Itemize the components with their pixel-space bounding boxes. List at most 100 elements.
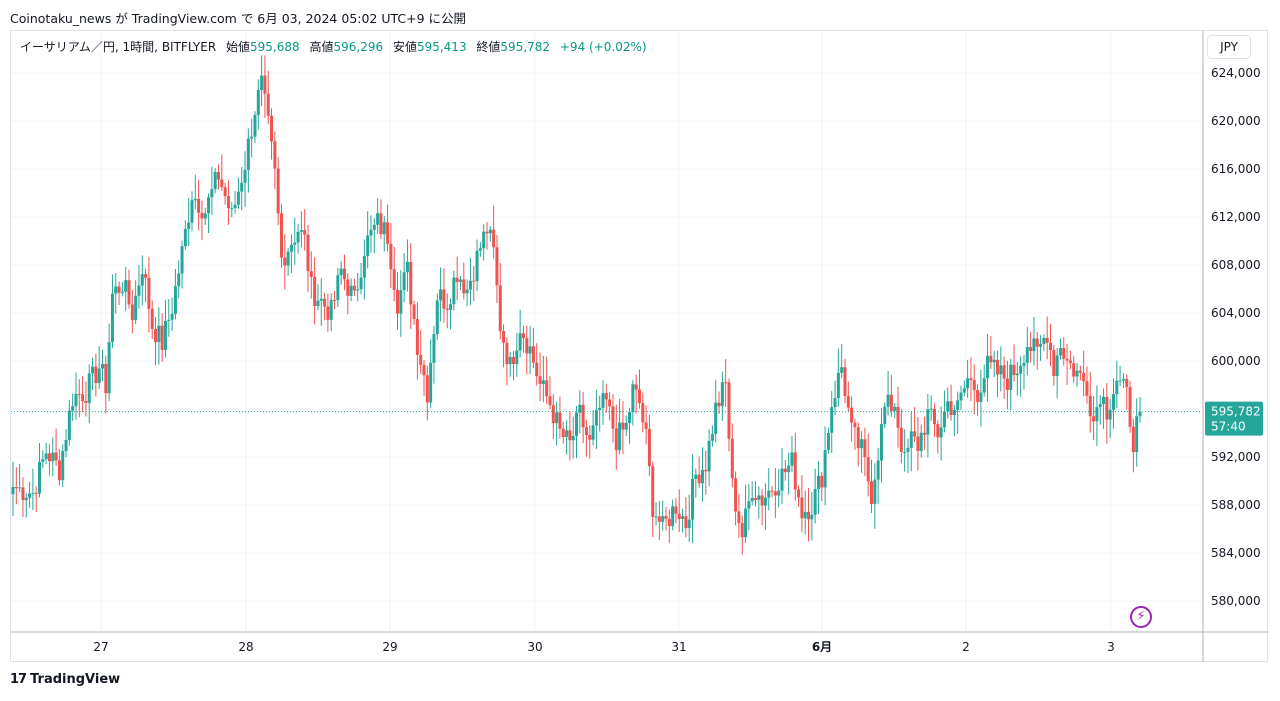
- candle-body: [747, 501, 751, 509]
- candle-body: [936, 424, 940, 438]
- candle-body: [286, 251, 290, 266]
- candle-body: [478, 248, 482, 251]
- candle-body: [190, 200, 194, 223]
- candle-body: [777, 490, 781, 496]
- candle-body: [657, 516, 661, 522]
- candle-body: [710, 434, 714, 441]
- legend-low-label: 安値: [392, 40, 417, 54]
- candle-body: [1025, 346, 1029, 363]
- candle-body: [979, 392, 983, 402]
- candle-body: [163, 320, 167, 350]
- candle-body: [117, 286, 121, 293]
- candle-body: [903, 451, 907, 453]
- candle-body: [720, 382, 724, 407]
- candle-body: [588, 435, 592, 440]
- candle-body: [565, 430, 569, 438]
- candle-body: [727, 382, 731, 439]
- candle-body: [909, 431, 913, 448]
- candle-body: [575, 412, 578, 437]
- x-tick-label: 31: [671, 640, 686, 654]
- candle-body: [130, 304, 134, 321]
- candle-body: [879, 424, 883, 461]
- legend-close-value: 595,782: [500, 40, 551, 54]
- y-tick-label: 588,000: [1211, 498, 1261, 512]
- candle-body: [518, 333, 522, 351]
- candle-body: [167, 319, 171, 321]
- candle-body: [982, 378, 986, 393]
- candle-body: [737, 511, 741, 524]
- candle-body: [1111, 394, 1115, 410]
- tradingview-logo[interactable]: 17 TradingView: [10, 672, 120, 687]
- candle-body: [127, 280, 131, 305]
- candle-body: [767, 490, 771, 498]
- candle-body: [240, 182, 244, 192]
- candle-body: [1049, 342, 1053, 350]
- candle-body: [730, 438, 734, 479]
- candle-body: [289, 244, 293, 252]
- candle-body: [439, 289, 443, 301]
- candle-body: [614, 428, 618, 451]
- candle-body: [1072, 363, 1076, 377]
- candle-body: [757, 495, 761, 500]
- candle-body: [1032, 338, 1036, 352]
- candle-body: [273, 141, 277, 169]
- candle-body: [21, 487, 25, 501]
- candle-body: [923, 432, 927, 435]
- candle-body: [233, 204, 237, 209]
- candle-body: [293, 242, 297, 245]
- candle-body: [157, 325, 161, 343]
- candle-body: [266, 93, 270, 116]
- candle-body: [843, 367, 847, 397]
- candle-body: [333, 300, 337, 302]
- candle-body: [952, 409, 956, 415]
- candle-body: [999, 365, 1003, 375]
- candle-body: [677, 513, 681, 519]
- candle-body: [246, 138, 250, 170]
- candle-body: [744, 508, 748, 538]
- candle-body: [942, 411, 946, 428]
- candle-body: [442, 289, 446, 309]
- candle-body: [1045, 337, 1049, 343]
- y-tick-label: 612,000: [1211, 210, 1261, 224]
- candle-body: [618, 422, 622, 451]
- candle-body: [671, 506, 675, 527]
- candle-body: [604, 393, 608, 400]
- candle-body: [422, 364, 426, 376]
- candle-body: [296, 231, 300, 243]
- candle-body: [949, 401, 953, 415]
- candle-body: [207, 197, 211, 214]
- candle-body: [1042, 337, 1046, 344]
- candle-body: [369, 229, 373, 236]
- candle-body: [482, 231, 486, 249]
- x-tick-label: 6月: [812, 640, 832, 654]
- currency-button[interactable]: JPY: [1207, 35, 1251, 59]
- candle-body: [492, 229, 496, 248]
- candle-body: [107, 342, 111, 394]
- candle-body: [644, 422, 648, 429]
- candle-body: [263, 75, 267, 94]
- candle-body: [889, 394, 893, 411]
- lightning-icon[interactable]: ⚡: [1130, 606, 1152, 628]
- candle-body: [147, 277, 151, 309]
- candle-body: [485, 231, 489, 234]
- candle-body: [541, 380, 545, 384]
- candle-body: [200, 212, 204, 219]
- candle-body: [415, 319, 419, 355]
- candle-body: [1121, 378, 1125, 381]
- candle-body: [611, 406, 615, 429]
- candle-body: [800, 497, 804, 519]
- candle-body: [1002, 365, 1006, 379]
- candle-body: [1131, 426, 1135, 453]
- candle-body: [694, 474, 698, 479]
- candle-body: [256, 89, 260, 116]
- candle-body: [783, 468, 787, 473]
- candle-body: [986, 355, 990, 379]
- candle-body: [57, 460, 61, 481]
- candle-body: [1065, 358, 1069, 361]
- candle-body: [150, 308, 154, 329]
- candle-body: [654, 516, 658, 518]
- candle-body: [598, 407, 602, 411]
- candle-body: [326, 306, 330, 320]
- candle-body: [134, 295, 138, 321]
